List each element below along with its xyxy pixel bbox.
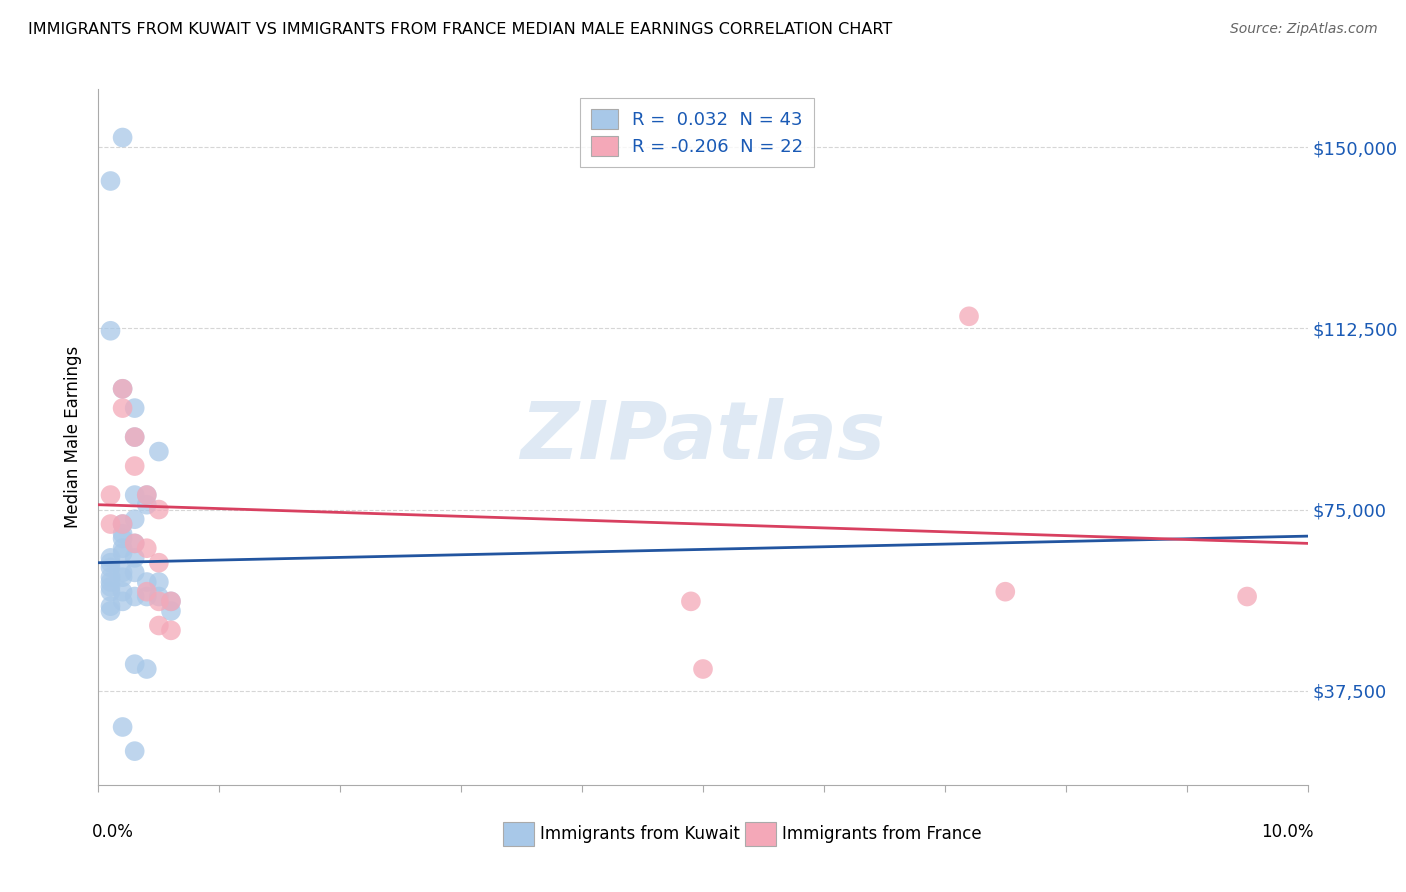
- Point: [124, 458, 146, 473]
- Point: [124, 512, 146, 526]
- Text: ZIPatlas: ZIPatlas: [520, 398, 886, 476]
- Point: [111, 526, 134, 541]
- Point: [111, 720, 134, 734]
- Point: [135, 488, 157, 502]
- Point: [148, 590, 170, 604]
- Point: [111, 546, 134, 560]
- Legend: R =  0.032  N = 43, R = -0.206  N = 22: R = 0.032 N = 43, R = -0.206 N = 22: [579, 98, 814, 167]
- Point: [111, 541, 134, 556]
- Point: [692, 662, 714, 676]
- Point: [148, 444, 170, 458]
- Y-axis label: Median Male Earnings: Median Male Earnings: [65, 346, 83, 528]
- Point: [135, 590, 157, 604]
- Point: [124, 744, 146, 758]
- Point: [100, 584, 122, 599]
- Point: [148, 502, 170, 516]
- Point: [100, 550, 122, 565]
- Point: [148, 594, 170, 608]
- Point: [100, 324, 122, 338]
- Text: Immigrants from Kuwait: Immigrants from Kuwait: [540, 825, 740, 843]
- Point: [100, 174, 122, 188]
- Point: [100, 580, 122, 594]
- Point: [135, 541, 157, 556]
- Point: [135, 574, 157, 589]
- Point: [148, 574, 170, 589]
- Point: [1236, 590, 1258, 604]
- Point: [100, 516, 122, 531]
- Point: [111, 516, 134, 531]
- Point: [100, 604, 122, 618]
- Point: [135, 662, 157, 676]
- Point: [111, 382, 134, 396]
- Point: [135, 488, 157, 502]
- Point: [124, 536, 146, 550]
- Point: [111, 566, 134, 580]
- Point: [111, 584, 134, 599]
- Point: [100, 556, 122, 570]
- Point: [124, 430, 146, 444]
- Point: [160, 604, 183, 618]
- Text: 10.0%: 10.0%: [1261, 823, 1313, 841]
- Point: [160, 594, 183, 608]
- Point: [100, 560, 122, 574]
- Point: [124, 566, 146, 580]
- Text: IMMIGRANTS FROM KUWAIT VS IMMIGRANTS FROM FRANCE MEDIAN MALE EARNINGS CORRELATIO: IMMIGRANTS FROM KUWAIT VS IMMIGRANTS FRO…: [28, 22, 893, 37]
- Point: [124, 488, 146, 502]
- Point: [111, 516, 134, 531]
- Point: [679, 594, 702, 608]
- FancyBboxPatch shape: [503, 822, 534, 847]
- Text: 0.0%: 0.0%: [93, 823, 134, 841]
- Point: [124, 550, 146, 565]
- Point: [124, 657, 146, 672]
- Point: [100, 488, 122, 502]
- Point: [111, 401, 134, 416]
- Point: [111, 130, 134, 145]
- Text: Source: ZipAtlas.com: Source: ZipAtlas.com: [1230, 22, 1378, 37]
- Point: [135, 584, 157, 599]
- Text: Immigrants from France: Immigrants from France: [782, 825, 981, 843]
- Point: [148, 618, 170, 632]
- Point: [957, 310, 980, 324]
- Point: [124, 590, 146, 604]
- Point: [111, 570, 134, 584]
- Point: [124, 430, 146, 444]
- Point: [994, 584, 1017, 599]
- Point: [124, 536, 146, 550]
- Point: [160, 594, 183, 608]
- Point: [124, 401, 146, 416]
- Point: [111, 594, 134, 608]
- FancyBboxPatch shape: [745, 822, 776, 847]
- Point: [100, 599, 122, 614]
- Point: [100, 574, 122, 589]
- Point: [148, 556, 170, 570]
- Point: [135, 498, 157, 512]
- Point: [160, 624, 183, 638]
- Point: [111, 382, 134, 396]
- Point: [100, 570, 122, 584]
- Point: [111, 532, 134, 546]
